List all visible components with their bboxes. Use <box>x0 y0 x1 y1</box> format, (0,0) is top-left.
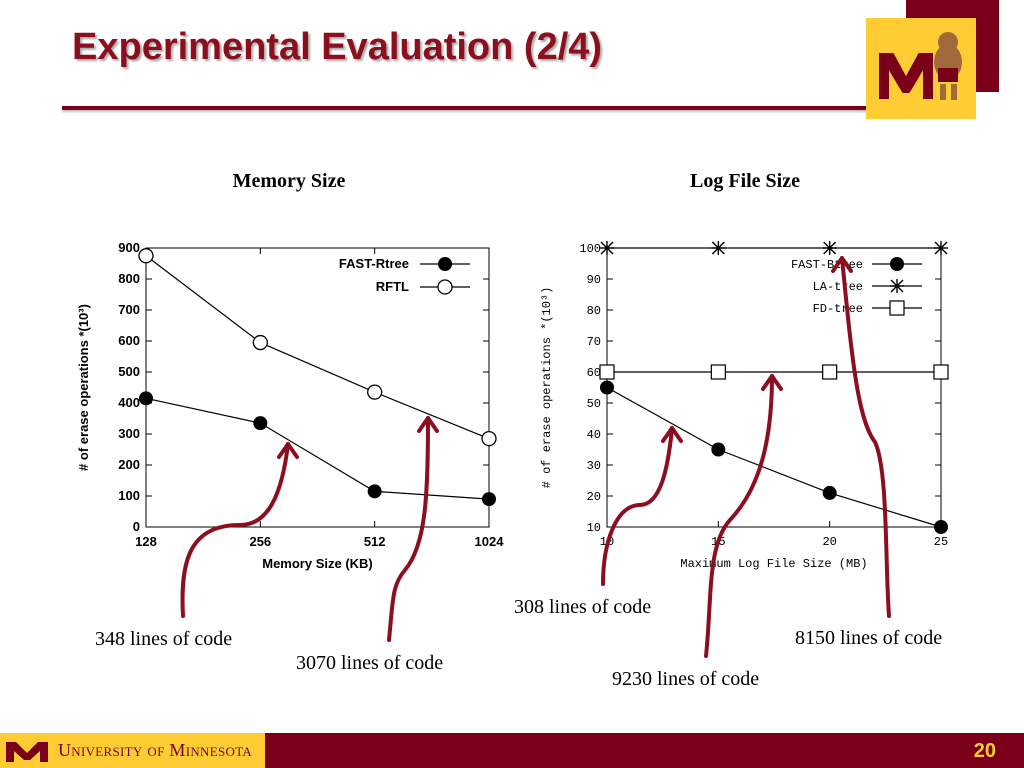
c2-ytick-label-50: 50 <box>587 397 601 411</box>
c1-xtick-label-128: 128 <box>135 534 157 549</box>
c1-point-fast-rtree-3 <box>482 492 496 507</box>
page-number: 20 <box>973 740 996 762</box>
c2-ytick-label-60: 60 <box>587 366 601 380</box>
c1-plot-frame <box>145 247 490 528</box>
c2-ytick-label-80: 80 <box>587 304 601 318</box>
chart-log-file-size: 10 20 30 40 50 60 70 80 90 100 10 15 20 25 Maximum Log… <box>540 241 949 571</box>
chart-heading-log-file-size: Log File Size <box>690 170 800 192</box>
annotation-la-tree: 8150 lines of code <box>795 627 943 649</box>
c2-point-fd-tree-1 <box>710 364 726 380</box>
annotation-fd-tree: 9230 lines of code <box>612 668 760 690</box>
c1-point-fast-rtree-1 <box>253 416 268 431</box>
university-m-icon <box>6 742 48 762</box>
c2-xtick-label-25: 25 <box>934 535 948 549</box>
annotation-fast-btree: 308 lines of code <box>514 596 652 618</box>
slide-title: Experimental Evaluation (2/4) <box>72 26 603 68</box>
c1-ytick-label-800: 800 <box>118 271 140 286</box>
c1-legend-marker-rftl <box>437 279 453 295</box>
c2-plot-frame <box>606 247 942 528</box>
c2-ytick-label-90: 90 <box>587 273 601 287</box>
c2-point-fd-tree-2 <box>822 364 838 380</box>
c2-legend-marker-la-tree <box>890 279 904 293</box>
annotation-rftl: 3070 lines of code <box>296 652 444 674</box>
c2-series-line-fast-btree <box>606 386 942 528</box>
c1-ytick-label-200: 200 <box>118 457 140 472</box>
c1-ytick-label-500: 500 <box>118 364 140 379</box>
c2-point-la-tree-2 <box>822 241 837 255</box>
c1-ytick-label-900: 900 <box>118 240 140 255</box>
chart-heading-memory-size: Memory Size <box>232 170 346 192</box>
c2-xtick-label-15: 15 <box>711 535 725 549</box>
c1-ytick-label-400: 400 <box>118 395 140 410</box>
c1-xtick-label-512: 512 <box>364 534 386 549</box>
c2-point-fast-btree-1 <box>711 442 726 457</box>
c1-ytick-label-0: 0 <box>133 519 140 534</box>
c2-point-fast-btree-3 <box>934 520 948 534</box>
c2-point-la-tree-0 <box>600 241 614 255</box>
c2-ytick-label-20: 20 <box>587 490 601 504</box>
c2-legend-label-la-tree: LA-tree <box>813 280 863 294</box>
footer-university-name: University of Minnesota <box>58 740 252 761</box>
c2-point-la-tree-3 <box>934 241 948 255</box>
c1-series-line-fast-rtree <box>145 397 490 500</box>
c1-point-fast-rtree-0 <box>139 391 153 406</box>
c2-legend-label-fast-btree: FAST-Btree <box>791 258 863 272</box>
c1-series-line-rftl <box>145 255 490 440</box>
title-divider <box>62 106 870 110</box>
c2-xtick-label-10: 10 <box>600 535 614 549</box>
c2-x-axis-label: Maximum Log File Size (MB) <box>680 557 867 571</box>
c1-ytick-label-100: 100 <box>118 488 140 503</box>
c2-point-fast-btree-2 <box>822 485 837 500</box>
chart-memory-size: 0 100 200 300 400 500 600 700 800 900 128 256 512 102… <box>76 240 505 571</box>
c1-point-rftl-3 <box>481 430 497 447</box>
c2-point-fast-btree-0 <box>600 380 614 395</box>
gopher-logo <box>866 18 976 119</box>
c2-y-axis-label: # of erase operations *(10³) <box>540 287 554 489</box>
c2-ytick-label-30: 30 <box>587 459 601 473</box>
c1-xtick-label-1024: 1024 <box>475 534 505 549</box>
c1-legend-label-rftl: RFTL <box>376 279 409 294</box>
c1-x-axis-label: Memory Size (KB) <box>262 556 373 571</box>
annotation-fast-rtree: 348 lines of code <box>95 628 233 650</box>
c2-point-fd-tree-0 <box>599 364 615 380</box>
c2-point-la-tree-1 <box>711 241 726 255</box>
c1-ytick-label-600: 600 <box>118 333 140 348</box>
c2-point-fd-tree-3 <box>933 364 949 380</box>
c2-ytick-label-10: 10 <box>587 521 601 535</box>
c1-ytick-label-300: 300 <box>118 426 140 441</box>
c1-ytick-label-700: 700 <box>118 302 140 317</box>
c2-legend-label-fd-tree: FD-tree <box>813 302 863 316</box>
c2-ytick-label-100: 100 <box>579 242 601 256</box>
c2-xtick-label-20: 20 <box>822 535 836 549</box>
c1-xtick-label-256: 256 <box>249 534 271 549</box>
c1-legend-label-fast-rtree: FAST-Rtree <box>339 256 409 271</box>
c1-point-fast-rtree-2 <box>367 484 382 499</box>
c2-legend-marker-fd-tree <box>889 300 905 316</box>
c2-ytick-label-40: 40 <box>587 428 601 442</box>
c2-legend-marker-fast-btree <box>890 257 904 271</box>
c1-legend-marker-fast-rtree <box>438 257 452 271</box>
c1-point-rftl-0 <box>138 248 154 264</box>
c2-ytick-label-70: 70 <box>587 335 601 349</box>
c1-point-rftl-1 <box>252 334 268 351</box>
footer-university-text: University of Minnesota <box>58 740 253 760</box>
c1-y-axis-label: # of erase operations *(10³) <box>76 304 91 471</box>
c1-point-rftl-2 <box>367 384 383 400</box>
